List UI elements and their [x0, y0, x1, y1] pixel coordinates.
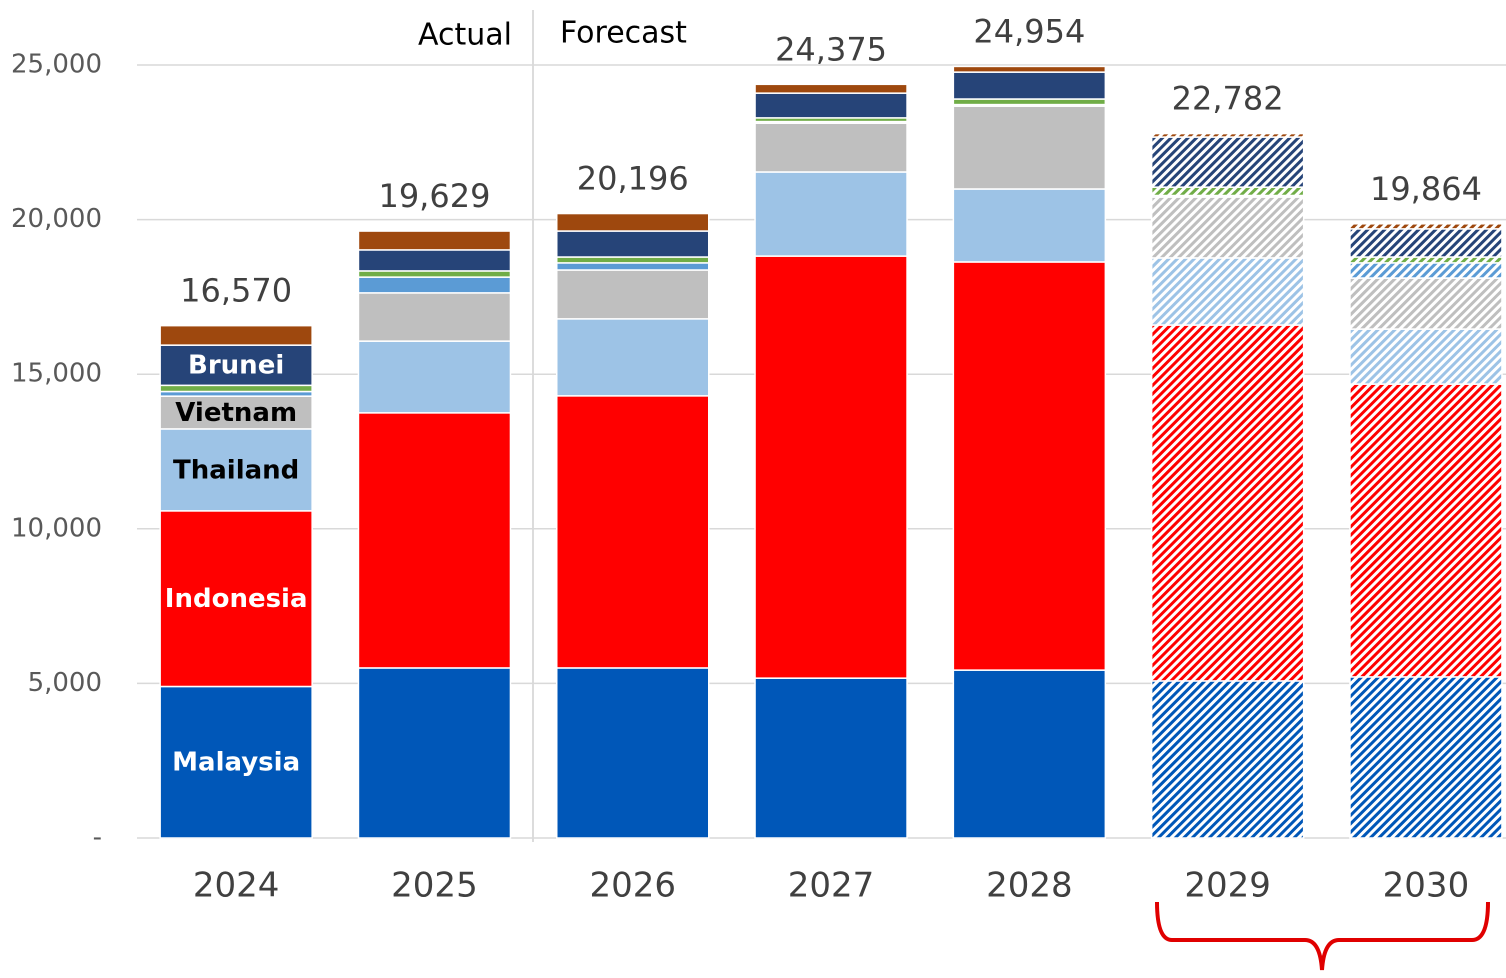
bar-segment: [159, 344, 313, 387]
bar-segment: [952, 669, 1107, 839]
y-tick-label: 20,000: [11, 204, 102, 234]
bar-segment: [556, 269, 710, 320]
total-label: 24,375: [775, 30, 887, 68]
bar-segment: [1150, 324, 1305, 682]
total-label: 22,782: [1172, 80, 1284, 118]
bar-segment: [952, 98, 1107, 106]
bar-segment: [357, 412, 512, 669]
series-label: Vietnam: [175, 398, 297, 428]
bar-segment: [1150, 196, 1305, 259]
series-label: Brunei: [188, 351, 284, 381]
bar-segment: [1349, 328, 1503, 385]
bar-segment: [1150, 186, 1305, 197]
bar-segment: [159, 324, 313, 346]
bar-segment: [159, 384, 313, 393]
y-tick-label: 15,000: [11, 359, 102, 389]
bar-segment: [556, 667, 710, 839]
bar-segment: [1349, 277, 1503, 330]
total-label: 19,864: [1370, 170, 1482, 208]
bar-segment: [1150, 136, 1305, 188]
x-tick-label: 2024: [193, 866, 280, 906]
bar-segment: [357, 270, 512, 278]
bar-segment: [357, 230, 512, 251]
total-label: 24,954: [973, 12, 1085, 50]
x-tick-label: 2025: [391, 866, 478, 906]
bar-segment: [1150, 680, 1305, 839]
bar-segment: [754, 122, 908, 173]
bar-segment: [159, 395, 313, 430]
bar-segment: [952, 71, 1107, 100]
x-tick-label: 2026: [589, 866, 676, 906]
bar-segment: [952, 105, 1107, 190]
bar-segment: [159, 428, 313, 512]
series-label: Thailand: [173, 455, 299, 485]
bar-segment: [556, 212, 710, 232]
x-tick-label: 2029: [1184, 866, 1271, 906]
bar-segment: [556, 230, 710, 258]
bar-segment: [952, 65, 1107, 73]
x-tick-label: 2030: [1383, 866, 1470, 906]
bar-segment: [1349, 228, 1503, 258]
forecast-brace: [1155, 901, 1490, 971]
bar-segment: [357, 340, 512, 414]
bar-segment: [357, 249, 512, 272]
bar-segment: [1349, 676, 1503, 839]
bar-segment: [556, 256, 710, 264]
bar-segment: [357, 292, 512, 342]
bar-segment: [754, 255, 908, 679]
bar-segment: [556, 395, 710, 669]
bar-segment: [556, 262, 710, 271]
total-label: 20,196: [577, 160, 689, 198]
bar-segment: [159, 510, 313, 688]
bar-segment: [1349, 223, 1503, 230]
total-label: 19,629: [378, 177, 490, 215]
bar-segment: [754, 677, 908, 839]
annotation: Actual: [418, 18, 512, 53]
x-tick-label: 2027: [788, 866, 875, 906]
bar-segment: [1349, 256, 1503, 264]
x-tick-label: 2028: [986, 866, 1073, 906]
bar-segment: [357, 276, 512, 294]
y-tick-label: 10,000: [11, 513, 102, 543]
bar-segment: [754, 83, 908, 94]
total-label: 16,570: [180, 272, 292, 310]
series-label: Malaysia: [172, 748, 300, 778]
bar-segment: [1349, 383, 1503, 678]
y-tick-label: -: [93, 823, 102, 853]
bar-segment: [1150, 257, 1305, 326]
bar-segment: [159, 685, 313, 839]
bar-segment: [754, 171, 908, 257]
y-tick-label: 5,000: [28, 668, 102, 698]
series-label: Indonesia: [165, 584, 308, 614]
bar-segment: [1349, 262, 1503, 279]
bar-segment: [952, 188, 1107, 263]
annotation: Forecast: [560, 16, 687, 51]
bar-segment: [556, 318, 710, 397]
bar-segment: [952, 261, 1107, 671]
bar-segment: [1150, 132, 1305, 138]
bar-segment: [357, 667, 512, 839]
bar-segment: [754, 92, 908, 119]
y-tick-label: 25,000: [11, 50, 102, 80]
